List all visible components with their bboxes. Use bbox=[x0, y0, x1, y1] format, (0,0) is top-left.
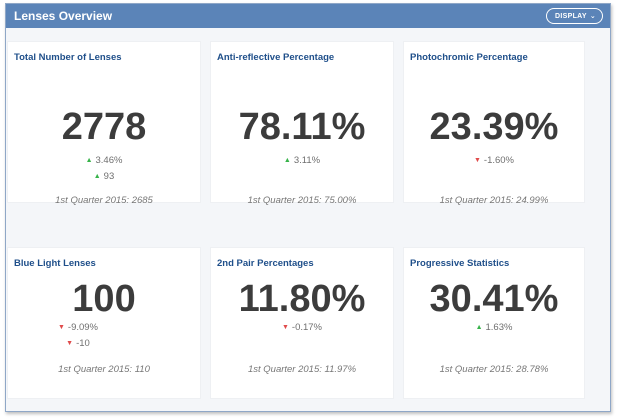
display-dropdown-button[interactable]: DISPLAY ⌄ bbox=[546, 8, 603, 24]
delta-percent: ▲ 1.63% bbox=[404, 322, 584, 333]
delta-percent-text: 3.46% bbox=[95, 155, 123, 166]
arrow-up-icon: ▲ bbox=[85, 157, 93, 164]
delta-count-text: 93 bbox=[103, 171, 115, 182]
comparison-footer: 1st Quarter 2015: 24.99% bbox=[439, 195, 549, 206]
arrow-up-icon: ▲ bbox=[93, 173, 101, 180]
arrow-up-icon: ▲ bbox=[475, 324, 483, 331]
comparison-footer: 1st Quarter 2015: 110 bbox=[58, 364, 150, 375]
card-title: Blue Light Lenses bbox=[14, 258, 96, 269]
panel-header: Lenses Overview DISPLAY ⌄ bbox=[6, 4, 610, 28]
metric-value: 2778 bbox=[61, 106, 147, 148]
card-title: 2nd Pair Percentages bbox=[217, 258, 314, 269]
comparison-footer: 1st Quarter 2015: 75.00% bbox=[247, 195, 357, 206]
delta-percent-text: 3.11% bbox=[293, 155, 321, 166]
card-title: Anti-reflective Percentage bbox=[217, 52, 335, 63]
delta-count: ▼ -10 bbox=[0, 338, 174, 349]
comparison-footer: 1st Quarter 2015: 28.78% bbox=[439, 364, 549, 375]
card-title: Photochromic Percentage bbox=[410, 52, 528, 63]
comparison-footer: 1st Quarter 2015: 11.97% bbox=[247, 364, 357, 375]
metric-value: 78.11% bbox=[238, 106, 366, 148]
delta-percent: ▼ -1.60% bbox=[404, 155, 584, 166]
delta-count: ▲ 93 bbox=[8, 171, 200, 182]
card-blue-light[interactable]: Blue Light Lenses 100 ▼ -9.09% ▼ -10 1st Q… bbox=[8, 248, 200, 398]
arrow-down-icon: ▼ bbox=[281, 324, 289, 331]
arrow-down-icon: ▼ bbox=[473, 157, 481, 164]
delta-percent: ▼ -9.09% bbox=[0, 322, 174, 333]
delta-percent: ▼ -0.17% bbox=[211, 322, 393, 333]
metric-value: 23.39% bbox=[429, 106, 559, 148]
arrow-down-icon: ▼ bbox=[66, 340, 74, 347]
comparison-footer: 1st Quarter 2015: 2685 bbox=[55, 195, 153, 206]
card-2nd-pair[interactable]: 2nd Pair Percentages 11.80% ▼ -0.17% 1st … bbox=[211, 248, 393, 398]
card-title: Total Number of Lenses bbox=[14, 52, 122, 63]
arrow-up-icon: ▲ bbox=[283, 157, 291, 164]
card-progressive[interactable]: Progressive Statistics 30.41% ▲ 1.63% 1st… bbox=[404, 248, 584, 398]
delta-percent-text: -1.60% bbox=[483, 155, 515, 166]
metric-value: 11.80% bbox=[238, 278, 366, 320]
panel-body: Total Number of Lenses 2778 ▲ 3.46% ▲ 93 1… bbox=[8, 30, 608, 410]
arrow-down-icon: ▼ bbox=[57, 324, 65, 331]
delta-count-text: -10 bbox=[76, 338, 90, 349]
metric-value: 100 bbox=[72, 278, 136, 320]
delta-percent-text: -9.09% bbox=[67, 322, 99, 333]
card-title: Progressive Statistics bbox=[410, 258, 510, 269]
card-anti-reflective[interactable]: Anti-reflective Percentage 78.11% ▲ 3.11%… bbox=[211, 42, 393, 206]
display-button-label: DISPLAY bbox=[555, 12, 587, 20]
delta-percent-text: 1.63% bbox=[485, 322, 513, 333]
panel-title: Lenses Overview bbox=[14, 9, 113, 23]
lenses-overview-panel: Lenses Overview DISPLAY ⌄ Total Number o… bbox=[5, 3, 611, 412]
card-total-lenses[interactable]: Total Number of Lenses 2778 ▲ 3.46% ▲ 93 1… bbox=[8, 42, 200, 206]
delta-percent: ▲ 3.11% bbox=[211, 155, 393, 166]
chevron-down-icon: ⌄ bbox=[589, 13, 596, 20]
card-photochromic[interactable]: Photochromic Percentage 23.39% ▼ -1.60% 1… bbox=[404, 42, 584, 206]
delta-percent: ▲ 3.46% bbox=[8, 155, 200, 166]
metric-value: 30.41% bbox=[429, 278, 559, 320]
delta-percent-text: -0.17% bbox=[291, 322, 323, 333]
